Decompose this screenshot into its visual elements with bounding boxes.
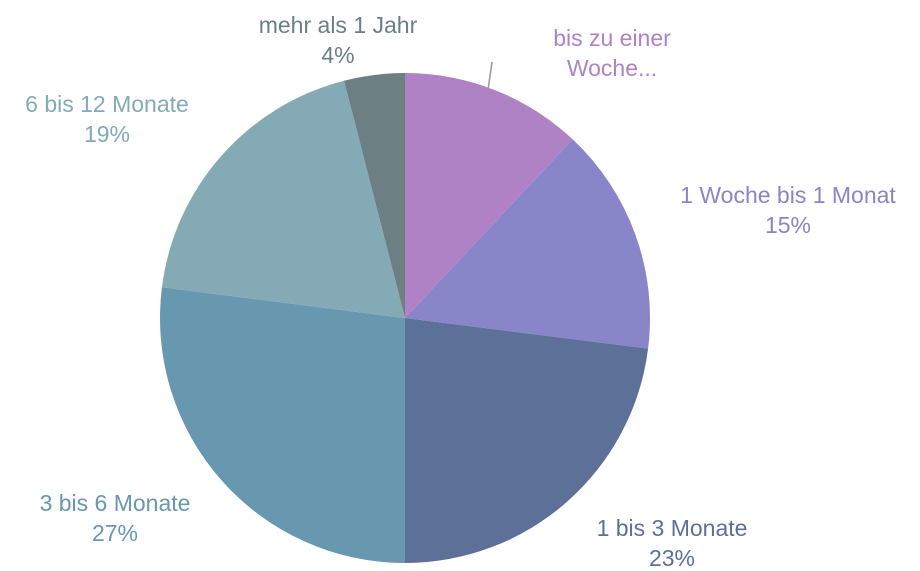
category-label: 1 Woche bis 1 Monat [680,182,896,208]
pie-slice [405,73,573,318]
slice-label: 6 bis 12 Monate 19% [0,89,227,149]
pie-slice [344,73,405,318]
category-label: mehr als 1 Jahr [258,12,418,38]
value-label: 19% [83,121,131,147]
category-label: 6 bis 12 Monate [25,91,189,117]
value-label: 15% [764,212,812,238]
category-label: bis zu einer Woche... [553,25,671,81]
pie-slice [160,287,405,563]
value-label: 23% [648,545,696,571]
slice-label: mehr als 1 Jahr 4% [218,10,458,70]
pie-slice [405,139,651,349]
pie-slice [405,318,649,563]
value-label: 4% [321,42,355,68]
slice-label: 3 bis 6 Monate 27% [0,488,235,548]
pie-slice [161,80,405,318]
value-label: 27% [91,520,139,546]
category-label: 1 bis 3 Monate [596,515,748,541]
slice-label: 1 Woche bis 1 Monat 15% [648,180,920,240]
category-label: 3 bis 6 Monate [39,490,191,516]
slice-label: bis zu einer Woche... [532,23,692,83]
slice-label: 1 bis 3 Monate 23% [552,513,792,571]
leader-line [487,61,493,91]
